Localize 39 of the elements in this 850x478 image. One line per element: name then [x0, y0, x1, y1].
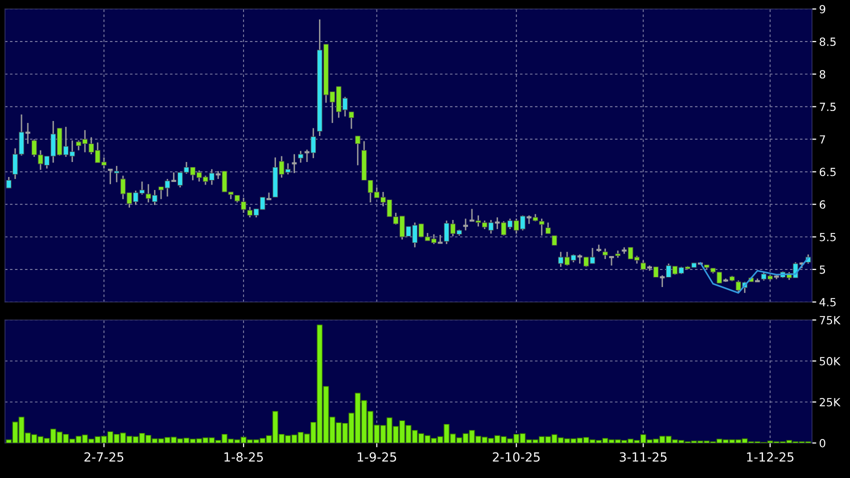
y-tick-label: 5 [820, 266, 826, 274]
candlestick [576, 254, 584, 264]
candlestick [545, 222, 551, 234]
x-tick-label: 1-9-25 [358, 452, 396, 462]
y-tick-label: 7.5 [820, 102, 836, 112]
candlestick [602, 248, 608, 260]
x-tick-label: 3-11-25 [620, 452, 667, 462]
candlestick [348, 111, 354, 130]
candlestick [539, 218, 544, 236]
candlestick [304, 148, 310, 163]
y-tick-label: 7 [820, 135, 826, 144]
candlestick [290, 154, 298, 174]
x-tick-label: 2-7-25 [84, 452, 124, 462]
candlestick [436, 234, 444, 244]
y-tick-label: 6 [820, 200, 826, 209]
y-tick-label: 0 [820, 438, 826, 448]
candlestick [6, 176, 12, 189]
y-tick-label: 9 [820, 4, 826, 14]
y-tick-label: 8 [820, 70, 826, 78]
candlestick [114, 165, 120, 183]
candlestick [298, 150, 304, 164]
y-tick-label: 4.5 [819, 298, 836, 306]
candlestick [653, 266, 659, 278]
y-tick-label: 25K [820, 398, 841, 406]
candlestick [106, 168, 114, 185]
candlestick [24, 122, 32, 144]
candlestick [355, 135, 360, 166]
y-tick-label: 6.5 [820, 168, 836, 176]
y-tick-label: 75K [820, 316, 841, 324]
candlestick [658, 274, 666, 288]
x-tick-label: 2-10-25 [492, 452, 540, 462]
candlestick [240, 197, 246, 214]
candlestick [552, 234, 558, 246]
x-tick-label: 1-12-25 [747, 452, 794, 462]
y-tick-label: 50K [820, 356, 841, 366]
y-tick-label: 8.5 [820, 38, 836, 46]
y-tick-label: 5.5 [820, 233, 836, 242]
candlestick [494, 216, 501, 230]
x-tick-label: 1-8-25 [224, 452, 263, 462]
